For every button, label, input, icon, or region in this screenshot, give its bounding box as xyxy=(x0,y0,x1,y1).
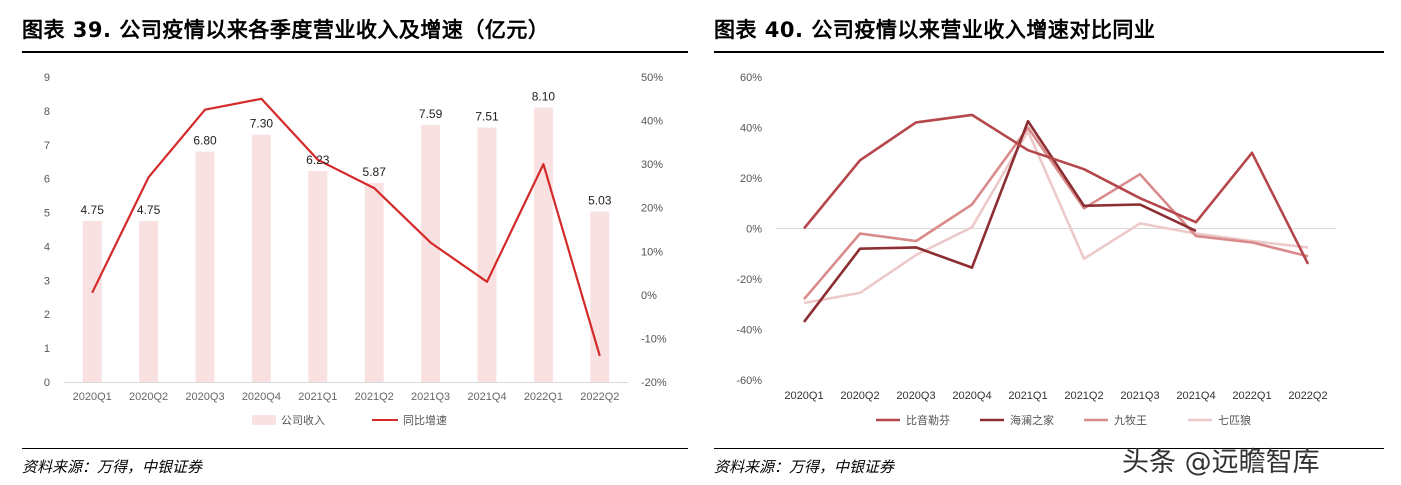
y-tick: 20% xyxy=(740,173,762,185)
bar-data-label: 7.51 xyxy=(475,109,499,123)
revenue-bar xyxy=(533,107,553,382)
y-right-tick: 40% xyxy=(641,116,663,128)
bar-data-label: 8.10 xyxy=(532,90,556,104)
y-right-tick: 0% xyxy=(641,290,657,302)
bar-data-label: 7.30 xyxy=(250,117,274,131)
y-right-tick: 30% xyxy=(641,159,663,171)
y-left-tick: 7 xyxy=(44,140,50,152)
legend-label: 海澜之家 xyxy=(1010,413,1054,427)
revenue-bar xyxy=(82,221,102,382)
y-right-tick: 10% xyxy=(641,246,663,258)
source-rule xyxy=(22,448,688,449)
chart-panel-revenue: 图表 39. 公司疫情以来各季度营业收入及增速（亿元） 0 1 2 3 4 5 6 7 8 9 -2… xyxy=(0,0,690,485)
y-left-tick: 6 xyxy=(44,174,50,186)
x-tick-label: 2022Q2 xyxy=(580,391,619,403)
y-tick: -40% xyxy=(736,325,762,337)
y-left-tick: 1 xyxy=(44,343,50,355)
x-tick-label: 2020Q1 xyxy=(73,391,112,403)
x-tick-label: 2021Q2 xyxy=(1064,390,1103,402)
x-tick-label: 2020Q3 xyxy=(896,390,935,402)
y-tick: -60% xyxy=(736,375,762,387)
bar-data-label: 5.03 xyxy=(588,194,612,208)
y-left-tick: 0 xyxy=(44,377,50,389)
series-line xyxy=(802,113,1310,265)
legend-label-revenue: 公司收入 xyxy=(281,413,325,427)
x-tick-label: 2021Q4 xyxy=(467,391,506,403)
y-right-tick: -10% xyxy=(641,333,667,345)
y-left-tick: 9 xyxy=(44,72,50,84)
y-right-tick: 50% xyxy=(641,72,663,84)
y-tick: 60% xyxy=(740,72,762,84)
revenue-bar xyxy=(308,170,328,382)
x-tick-label: 2022Q1 xyxy=(524,391,563,403)
y-right-tick: 20% xyxy=(641,203,663,215)
series-line xyxy=(803,126,1309,301)
revenue-bar xyxy=(139,221,159,382)
x-tick-label: 2021Q2 xyxy=(355,391,394,403)
revenue-bar xyxy=(421,124,441,383)
chart-title: 图表 40. 公司疫情以来营业收入增速对比同业 xyxy=(714,18,1156,42)
source-rule xyxy=(714,448,1384,449)
revenue-chart: 0 1 2 3 4 5 6 7 8 9 -20% -10% 0% 10% 20% 30% 40% 50% 4.75 4… xyxy=(44,72,667,427)
chart-title: 图表 39. 公司疫情以来各季度营业收入及增速（亿元） xyxy=(22,18,550,42)
bar-data-label: 7.59 xyxy=(419,107,443,121)
bar-data-label: 4.75 xyxy=(81,203,105,217)
bar-data-label: 5.87 xyxy=(363,165,387,179)
bar-data-label: 6.23 xyxy=(306,153,330,167)
legend-label: 九牧王 xyxy=(1114,413,1147,427)
x-tick-label: 2020Q2 xyxy=(840,390,879,402)
revenue-bar xyxy=(364,183,384,382)
y-left-tick: 4 xyxy=(44,241,50,253)
y-left-tick: 5 xyxy=(44,208,50,220)
revenue-bar xyxy=(195,151,215,382)
source-note: 资料来源：万得，中银证券 xyxy=(22,458,203,476)
revenue-bar xyxy=(477,127,497,382)
bar-data-label: 6.80 xyxy=(193,134,217,148)
revenue-bar xyxy=(590,211,610,382)
legend-label: 七匹狼 xyxy=(1218,413,1251,427)
x-tick-label: 2020Q2 xyxy=(129,391,168,403)
legend-bar-swatch xyxy=(252,415,276,425)
x-tick-label: 2020Q1 xyxy=(784,390,823,402)
watermark: 头条 @远瞻智库 xyxy=(1122,447,1320,478)
x-tick-label: 2021Q4 xyxy=(1176,390,1215,402)
legend-label: 比音勒芬 xyxy=(906,413,950,427)
x-tick-label: 2022Q2 xyxy=(1288,390,1327,402)
y-right-tick: -20% xyxy=(641,377,667,389)
x-tick-label: 2021Q1 xyxy=(1008,390,1047,402)
bar-data-label: 4.75 xyxy=(137,203,161,217)
x-tick-label: 2020Q4 xyxy=(952,390,991,402)
title-rule xyxy=(714,51,1384,53)
y-left-tick: 3 xyxy=(44,275,50,287)
growth-line xyxy=(91,97,601,357)
x-tick-label: 2021Q3 xyxy=(1120,390,1159,402)
series-line xyxy=(802,119,1197,323)
x-tick-label: 2022Q1 xyxy=(1232,390,1271,402)
x-tick-label: 2020Q3 xyxy=(185,391,224,403)
x-tick-label: 2020Q4 xyxy=(242,391,281,403)
chart-panel-peer-growth: 图表 40. 公司疫情以来营业收入增速对比同业 -60% -40% -20% 0% 20… xyxy=(710,0,1401,485)
y-tick: 0% xyxy=(746,224,762,236)
source-note: 资料来源：万得，中银证券 xyxy=(714,458,895,476)
y-tick: -20% xyxy=(736,274,762,286)
y-tick: 40% xyxy=(740,123,762,135)
y-left-tick: 2 xyxy=(44,309,50,321)
title-rule xyxy=(22,51,688,53)
x-tick-label: 2021Q3 xyxy=(411,391,450,403)
legend-label-growth: 同比增速 xyxy=(403,413,447,427)
revenue-bar xyxy=(251,134,271,382)
peer-growth-chart: -60% -40% -20% 0% 20% 40% 60% 2020Q1 2020Q2 2020Q… xyxy=(736,72,1336,427)
series-line xyxy=(803,130,1309,305)
y-left-tick: 8 xyxy=(44,106,50,118)
x-tick-label: 2021Q1 xyxy=(298,391,337,403)
